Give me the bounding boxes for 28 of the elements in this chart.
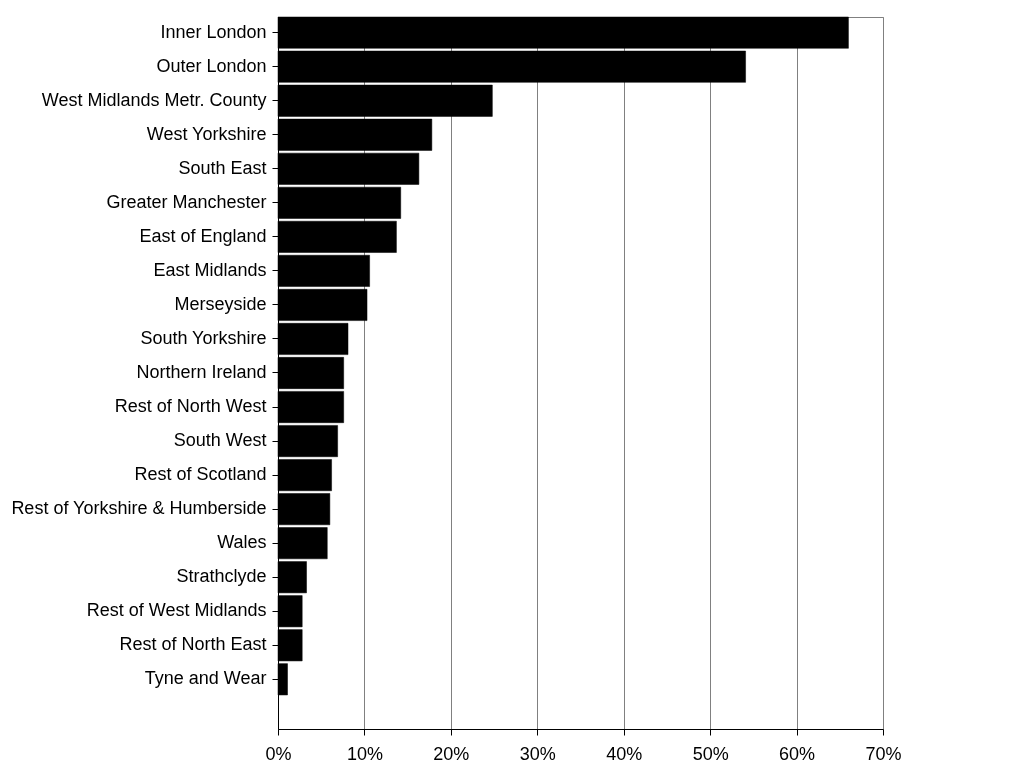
x-tick-label: 20%: [433, 743, 470, 764]
y-tick-label: Wales: [217, 532, 267, 553]
y-tick-label: Northern Ireland: [136, 362, 267, 382]
y-tick-label: Outer London: [156, 55, 267, 76]
x-tick-label: 10%: [346, 743, 383, 764]
y-tick-label: Inner London: [160, 21, 267, 42]
y-tick-label: Rest of North West: [114, 396, 267, 417]
y-tick-label: West Yorkshire: [146, 123, 267, 144]
y-tick-label: Tyne and Wear: [144, 668, 267, 689]
y-tick-label: Strathclyde: [176, 566, 267, 587]
y-tick-label: Rest of Yorkshire & Humberside: [11, 498, 267, 519]
x-tick-label: 30%: [519, 743, 556, 764]
y-tick-label: South Yorkshire: [140, 327, 267, 348]
y-tick-label: Rest of Scotland: [134, 464, 267, 485]
y-tick-label: Greater Manchester: [106, 191, 267, 212]
y-tick-label: East Midlands: [153, 259, 267, 280]
y-tick-label: West Midlands Metr. County: [41, 89, 267, 110]
y-tick-label: Merseyside: [174, 293, 267, 314]
x-tick-label: 60%: [779, 743, 816, 764]
y-tick-label: South East: [178, 157, 267, 178]
x-tick-label: 0%: [265, 743, 292, 764]
y-tick-label: South West: [173, 430, 267, 451]
y-tick-label: East of England: [139, 225, 267, 246]
x-tick-label: 70%: [865, 743, 902, 764]
x-tick-label: 40%: [606, 743, 643, 764]
y-tick-label: Rest of North East: [119, 634, 267, 655]
x-tick-label: 50%: [692, 743, 729, 764]
y-tick-label: Rest of West Midlands: [86, 600, 267, 621]
